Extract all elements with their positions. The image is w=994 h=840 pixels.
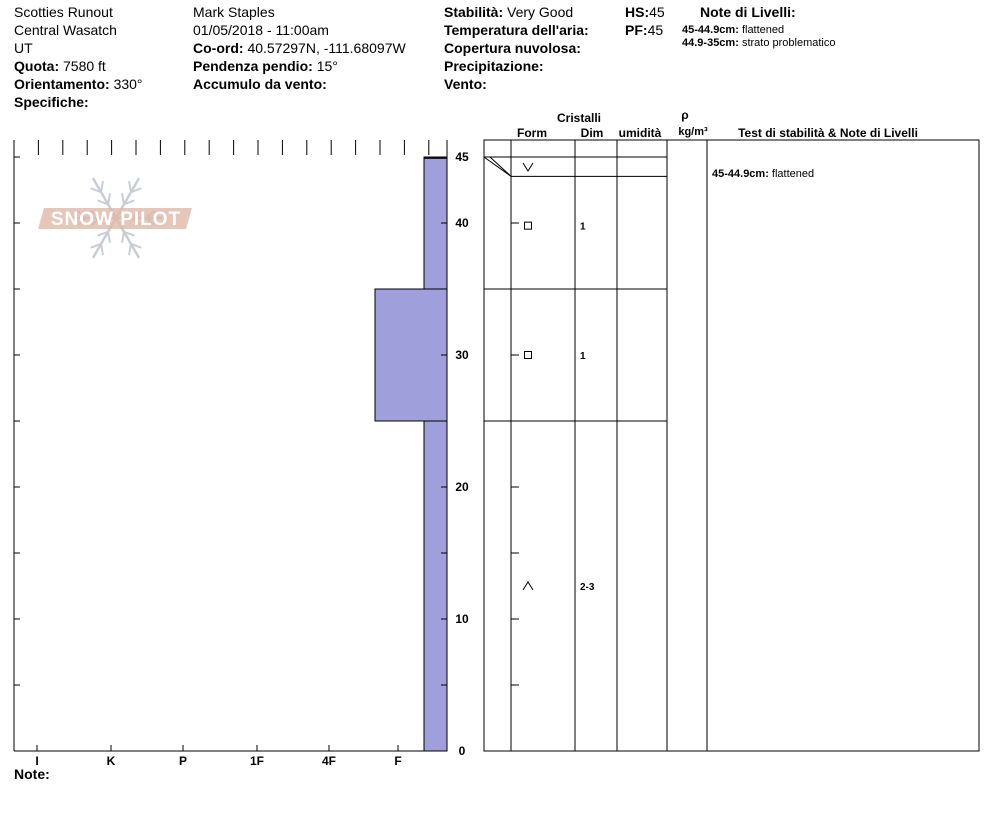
snowflake-branch bbox=[100, 181, 104, 193]
sky-label: Copertura nuvolosa: bbox=[444, 40, 581, 56]
elevation-value: 7580 ft bbox=[63, 58, 106, 74]
hardness-profile-plot: I K P 1F 4F F 0 10 20 30 40 45 bbox=[13, 140, 469, 768]
hardness-tick-label: I bbox=[35, 754, 38, 768]
elevation-label: Quota: bbox=[14, 58, 60, 74]
crystal-form-symbol bbox=[524, 221, 532, 230]
location-name: Scotties Runout bbox=[14, 4, 113, 20]
coord-row: Co-ord: 40.57297N, -111.68097W bbox=[193, 40, 406, 56]
specifics-label: Specifiche: bbox=[14, 94, 89, 110]
crystal-form-symbol bbox=[522, 581, 534, 591]
hardness-tick-label: 4F bbox=[322, 754, 336, 768]
snowflake-branch bbox=[90, 187, 102, 193]
header-size: Dim bbox=[581, 126, 604, 140]
snowflake-branch bbox=[121, 193, 125, 205]
depth-tick-label: 0 bbox=[459, 744, 466, 758]
logo-banner bbox=[38, 208, 192, 229]
slope-label: Pendenza pendio: bbox=[193, 58, 313, 74]
aspect-value: 330° bbox=[113, 76, 143, 92]
hs-row: HS:45 bbox=[625, 4, 665, 20]
header-density-symbol: ρ bbox=[681, 108, 688, 122]
snowflake-branch bbox=[123, 199, 135, 206]
state-name: UT bbox=[14, 40, 33, 56]
layer-grid-plot: 1 1 2-3 45-44.9cm: flattened Cristalli Form Di… bbox=[483, 108, 980, 752]
coord-label: Co-ord: bbox=[193, 40, 244, 56]
coord-value: 40.57297N, -111.68097W bbox=[247, 40, 406, 56]
depth-tick-label: 30 bbox=[455, 348, 469, 362]
snowflake-branch bbox=[100, 243, 104, 255]
snowpilot-logo: SNOW PILOT bbox=[38, 177, 192, 259]
crystal-size-label: 2-3 bbox=[580, 582, 595, 593]
aspect-label: Orientamento: bbox=[14, 76, 110, 92]
slope-row: Pendenza pendio: 15° bbox=[193, 58, 338, 74]
snowflake-branch bbox=[130, 243, 142, 249]
range-name: Central Wasatch bbox=[14, 22, 117, 38]
layer-note-text: strato problematico bbox=[741, 37, 836, 49]
notes-label: Note: bbox=[14, 766, 50, 782]
snowflake-branch bbox=[123, 230, 135, 237]
snowflake-branch bbox=[128, 181, 132, 193]
header-form: Form bbox=[517, 126, 547, 140]
hardness-tick-label: 1F bbox=[250, 754, 264, 768]
pf-value: 45 bbox=[647, 22, 664, 38]
hs-label: HS: bbox=[625, 4, 650, 20]
stability-row: Stabilità: Very Good bbox=[444, 4, 573, 20]
snowflake-branch bbox=[97, 230, 109, 237]
pf-row: PF:45 bbox=[625, 22, 663, 38]
wind-label: Vento: bbox=[444, 76, 487, 92]
hs-value: 45 bbox=[649, 4, 665, 20]
hardness-tick-label: K bbox=[107, 754, 116, 768]
stability-label: Stabilità: bbox=[444, 4, 504, 20]
hardness-layer-bar bbox=[423, 157, 448, 290]
crystal-form-symbol bbox=[524, 351, 532, 359]
depth-tick-label: 40 bbox=[455, 216, 469, 230]
logo-text: SNOW PILOT bbox=[51, 209, 181, 230]
header-stability-notes: Test di stabilità & Note di Livelli bbox=[738, 126, 918, 140]
hardness-tick-label: F bbox=[394, 754, 401, 768]
snowflake-branch bbox=[107, 193, 111, 205]
layer-note: 45-44.9cm: flattened bbox=[682, 24, 784, 37]
crystal-size-label: 1 bbox=[580, 222, 586, 233]
snowflake-branch bbox=[97, 199, 109, 206]
aspect-row: Orientamento: 330° bbox=[14, 76, 143, 92]
stability-note-range: 45-44.9cm: bbox=[712, 168, 769, 180]
stability-note: 45-44.9cm: flattened bbox=[712, 168, 814, 180]
boundary-connector bbox=[489, 156, 512, 177]
layer-notes-title: Note di Livelli: bbox=[700, 4, 796, 20]
precip-label: Precipitazione: bbox=[444, 58, 544, 74]
hardness-tick-label: P bbox=[179, 754, 187, 768]
layer-note-range: 44.9-35cm: bbox=[682, 37, 739, 49]
grid-frame bbox=[483, 139, 980, 752]
snowflake-branch bbox=[130, 187, 142, 193]
slope-value: 15° bbox=[316, 58, 338, 74]
snowflake-branch bbox=[128, 243, 132, 255]
header-crystals: Cristalli bbox=[557, 111, 601, 125]
boundary-connector bbox=[483, 156, 512, 177]
observer-name: Mark Staples bbox=[193, 4, 275, 20]
wind-loading-label: Accumulo da vento: bbox=[193, 76, 327, 92]
header-density-unit: kg/m³ bbox=[678, 126, 708, 138]
stability-value: Very Good bbox=[507, 4, 574, 20]
stability-note-text: flattened bbox=[769, 168, 814, 180]
elevation-row: Quota: 7580 ft bbox=[14, 58, 106, 74]
depth-tick-label: 10 bbox=[455, 612, 469, 626]
layer-note: 44.9-35cm: strato problematico bbox=[682, 37, 835, 50]
crystal-form-symbol bbox=[522, 162, 534, 172]
depth-tick-label: 20 bbox=[455, 480, 469, 494]
layer-note-range: 45-44.9cm: bbox=[682, 24, 739, 36]
hardness-layer-bar bbox=[423, 420, 448, 752]
layer-note-text: flattened bbox=[741, 24, 785, 36]
depth-tick-label: 45 bbox=[455, 150, 469, 164]
snowflake-branch bbox=[107, 231, 111, 243]
snowflake-branch bbox=[121, 231, 125, 243]
snowflake-branch bbox=[90, 243, 102, 249]
pf-label: PF: bbox=[625, 22, 648, 38]
crystal-size-label: 1 bbox=[580, 351, 586, 362]
air-temp-label: Temperatura dell'aria: bbox=[444, 22, 589, 38]
hardness-layer-bar bbox=[374, 288, 448, 422]
header-moisture: umidità bbox=[619, 126, 662, 140]
observation-datetime: 01/05/2018 - 11:00am bbox=[193, 22, 329, 38]
